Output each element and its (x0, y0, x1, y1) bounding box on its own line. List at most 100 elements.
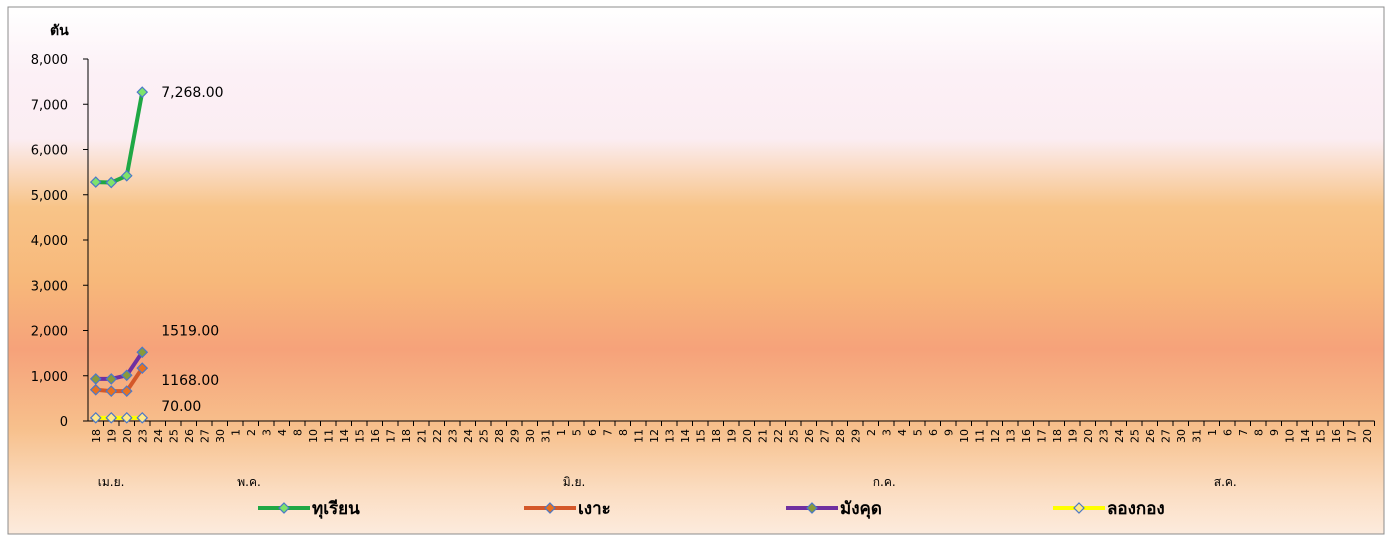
x-tick-label: 23 (1097, 429, 1110, 443)
x-tick-label: 4 (896, 429, 909, 436)
y-tick-label: 1,000 (31, 370, 68, 385)
month-label: พ.ค. (237, 475, 261, 489)
data-point (136, 362, 149, 374)
data-point (136, 411, 149, 424)
x-tick-label: 17 (384, 429, 397, 443)
series-line (93, 350, 145, 381)
x-tick-label: 10 (958, 429, 971, 443)
data-point (120, 385, 133, 397)
data-labels: 7,268.00 1168.00 1519.00 70.00 (161, 85, 223, 415)
x-tick-label: 23 (136, 429, 149, 443)
data-point (105, 373, 118, 385)
data-point (105, 411, 118, 424)
x-tick-label: 28 (834, 429, 847, 443)
x-tick-label: 19 (1066, 429, 1079, 443)
x-tick-label: 6 (927, 429, 940, 436)
x-tick-label: 21 (415, 429, 428, 443)
x-tick-label: 12 (648, 429, 661, 443)
x-tick-label: 29 (849, 429, 862, 443)
x-tick-label: 26 (183, 429, 196, 443)
y-tick-label: 4,000 (31, 234, 68, 249)
data-point (120, 169, 133, 182)
data-label: 7,268.00 (161, 85, 223, 101)
x-tick-label: 27 (1159, 429, 1172, 443)
x-tick-label: 19 (725, 429, 738, 443)
y-tick-label: 5,000 (31, 189, 68, 204)
y-tick-label: 6,000 (31, 144, 68, 159)
axes (87, 59, 1375, 422)
x-tick-label: 15 (353, 429, 366, 443)
x-tick-label: 25 (477, 429, 490, 443)
x-tick-label: 30 (524, 429, 537, 443)
legend: ทุเรียน เงาะ มังคุด ลองกอง (258, 498, 1165, 519)
x-tick-label: 13 (1004, 429, 1017, 443)
x-tick-label: 9 (1268, 429, 1281, 436)
y-axis-title: ตัน (50, 23, 69, 39)
data-point (89, 373, 102, 385)
legend-marker (278, 502, 290, 514)
x-tick-label: 15 (694, 429, 707, 443)
x-tick-label: 30 (214, 429, 227, 443)
x-tick-label: 2 (245, 429, 258, 436)
x-tick-label: 17 (1345, 429, 1358, 443)
x-tick-label: 27 (818, 429, 831, 443)
x-tick-label: 7 (1237, 429, 1250, 436)
legend-label: มังคุด (840, 499, 882, 519)
data-point (136, 346, 149, 359)
data-point (136, 86, 149, 98)
x-tick-label: 1 (1206, 429, 1219, 436)
x-tick-label: 24 (462, 429, 475, 443)
x-tick-label: 17 (1035, 429, 1048, 443)
x-tick-label: 19 (105, 429, 118, 443)
x-tick-label: 25 (1128, 429, 1141, 443)
month-label: ส.ค. (1214, 475, 1237, 489)
y-tick-label: 8,000 (31, 53, 68, 68)
x-tick-label: 11 (322, 429, 335, 443)
x-tick-label: 29 (508, 429, 521, 443)
x-tick-label: 7 (601, 429, 614, 436)
x-tick-label: 3 (880, 429, 893, 436)
legend-label: ทุเรียน (312, 498, 360, 519)
x-tick-label: 14 (1299, 429, 1312, 443)
data-point (105, 385, 118, 397)
x-tick-label: 22 (772, 429, 785, 443)
x-tick-label: 8 (291, 429, 304, 436)
data-point (120, 369, 133, 382)
x-tick-label: 27 (198, 429, 211, 443)
x-tick-label: 24 (152, 429, 165, 443)
x-tick-label: 12 (989, 429, 1002, 443)
x-tick-label: 30 (1175, 429, 1188, 443)
x-tick-label: 14 (338, 429, 351, 443)
x-tick-label: 31 (539, 429, 552, 443)
x-tick-label: 5 (570, 429, 583, 436)
chart-background (7, 6, 1385, 535)
x-tick-label: 2 (865, 429, 878, 436)
y-tick-label: 2,000 (31, 325, 68, 340)
series-layer (89, 86, 149, 424)
x-tick-label: 14 (679, 429, 692, 443)
x-tick-label: 18 (90, 429, 103, 443)
x-tick-label: 13 (663, 429, 676, 443)
x-tick-label: 11 (632, 429, 645, 443)
data-point (89, 176, 102, 188)
x-tick-label: 24 (1113, 429, 1126, 443)
x-tick-label: 16 (1020, 429, 1033, 443)
x-tick-label: 18 (710, 429, 723, 443)
x-tick-label: 5 (911, 429, 924, 436)
data-point (89, 411, 102, 424)
x-tick-label: 9 (942, 429, 955, 436)
data-point (105, 176, 118, 189)
series-line (93, 90, 145, 185)
x-tick-label: 4 (276, 429, 289, 436)
x-tick-label: 1 (229, 429, 242, 436)
x-tick-label: 20 (121, 429, 134, 443)
x-tick-label: 18 (400, 429, 413, 443)
x-tick-label: 22 (431, 429, 444, 443)
series-line (93, 366, 145, 394)
x-tick-label: 28 (493, 429, 506, 443)
x-tick-label: 20 (1082, 429, 1095, 443)
x-tick-label: 1 (555, 429, 568, 436)
data-point (120, 411, 133, 424)
